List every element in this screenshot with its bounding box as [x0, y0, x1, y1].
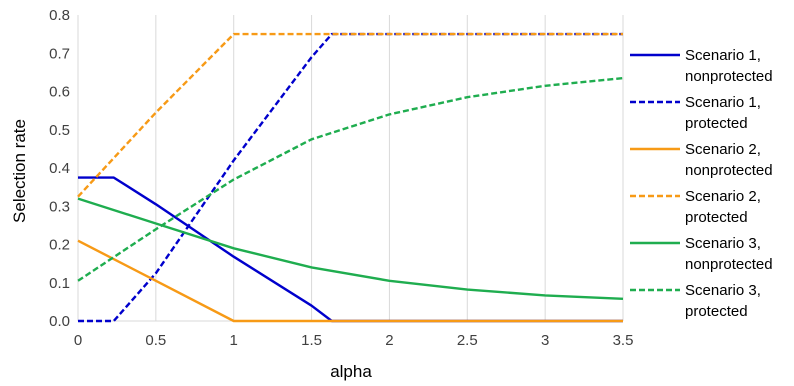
y-tick-label: 0.4	[49, 160, 70, 177]
y-tick-label: 0.2	[49, 237, 70, 254]
series-line-1	[78, 176, 623, 323]
grid-lines	[155, 15, 624, 321]
y-tick-label: 0.3	[49, 198, 70, 215]
legend-label: nonprotected	[685, 256, 773, 273]
x-axis-label: alpha	[330, 362, 372, 381]
legend-label: protected	[685, 209, 748, 226]
y-tick-label: 0.0	[49, 313, 70, 330]
x-tick-label: 1	[230, 332, 238, 349]
legend-label: Scenario 1,	[685, 47, 761, 64]
x-tick-label: 1.5	[301, 332, 322, 349]
legend-label: protected	[685, 303, 748, 320]
y-tick-label: 0.7	[49, 45, 70, 62]
legend-label: nonprotected	[685, 162, 773, 179]
y-tick-label: 0.1	[49, 275, 70, 292]
y-tick-labels: 0.0 0.1 0.2 0.3 0.4 0.5 0.6 0.7 0.8	[49, 7, 70, 330]
x-tick-label: 2	[385, 332, 393, 349]
y-axis-label: Selection rate	[10, 119, 29, 223]
series-line-4	[77, 32, 623, 198]
x-tick-labels: 0 0.5 1 1.5 2 2.5 3 3.5	[74, 332, 634, 349]
x-tick-label: 3.5	[613, 332, 634, 349]
y-tick-label: 0.5	[49, 122, 70, 139]
legend-label: protected	[685, 115, 748, 132]
series-line-2	[78, 32, 623, 323]
plot-area	[77, 32, 624, 323]
legend-label: nonprotected	[685, 68, 773, 85]
x-tick-label: 3	[541, 332, 549, 349]
y-tick-label: 0.8	[49, 7, 70, 24]
series-line-3	[77, 239, 623, 323]
x-tick-label: 0	[74, 332, 82, 349]
legend-label: Scenario 2,	[685, 141, 761, 158]
legend-label: Scenario 3,	[685, 282, 761, 299]
x-tick-label: 2.5	[457, 332, 478, 349]
legend-label: Scenario 2,	[685, 188, 761, 205]
legend-label: Scenario 1,	[685, 94, 761, 111]
legend: Scenario 1, nonprotected Scenario 1, protec…	[630, 47, 773, 320]
x-tick-label: 0.5	[145, 332, 166, 349]
legend-label: Scenario 3,	[685, 235, 761, 252]
series-line-6	[77, 76, 624, 282]
y-tick-label: 0.6	[49, 84, 70, 101]
series-line-5	[77, 197, 624, 300]
